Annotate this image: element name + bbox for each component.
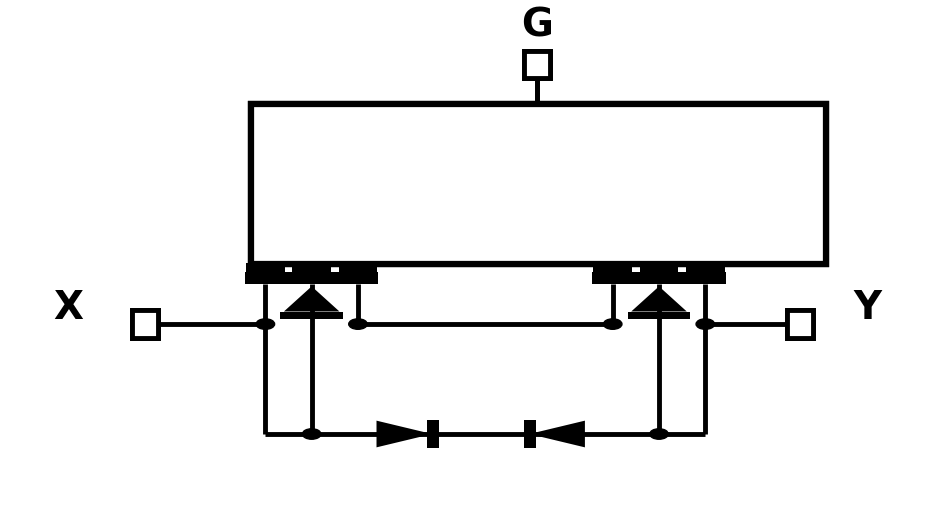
Bar bbox=[280, 311, 342, 319]
Bar bbox=[523, 51, 549, 77]
Circle shape bbox=[348, 319, 367, 329]
Bar bbox=[251, 104, 825, 264]
Bar bbox=[426, 420, 438, 448]
Bar bbox=[592, 272, 725, 284]
Polygon shape bbox=[284, 286, 339, 311]
Circle shape bbox=[649, 429, 667, 439]
Bar bbox=[685, 263, 724, 272]
Polygon shape bbox=[376, 421, 432, 447]
Circle shape bbox=[695, 319, 714, 329]
Bar bbox=[132, 310, 158, 338]
Circle shape bbox=[303, 429, 320, 439]
Bar bbox=[245, 272, 378, 284]
Bar bbox=[786, 310, 812, 338]
Bar bbox=[786, 310, 812, 338]
Bar bbox=[523, 420, 535, 448]
Bar bbox=[626, 311, 690, 319]
Polygon shape bbox=[529, 421, 585, 447]
Text: Y: Y bbox=[853, 289, 881, 327]
Bar bbox=[246, 263, 285, 272]
Bar bbox=[292, 263, 330, 272]
Circle shape bbox=[256, 319, 275, 329]
Bar bbox=[132, 310, 158, 338]
Circle shape bbox=[603, 319, 621, 329]
Bar bbox=[251, 104, 825, 264]
Bar bbox=[338, 263, 377, 272]
Bar bbox=[593, 263, 631, 272]
Text: G: G bbox=[521, 7, 552, 45]
Bar bbox=[638, 263, 677, 272]
Polygon shape bbox=[630, 286, 686, 311]
Bar bbox=[523, 51, 549, 77]
Text: X: X bbox=[53, 289, 83, 327]
